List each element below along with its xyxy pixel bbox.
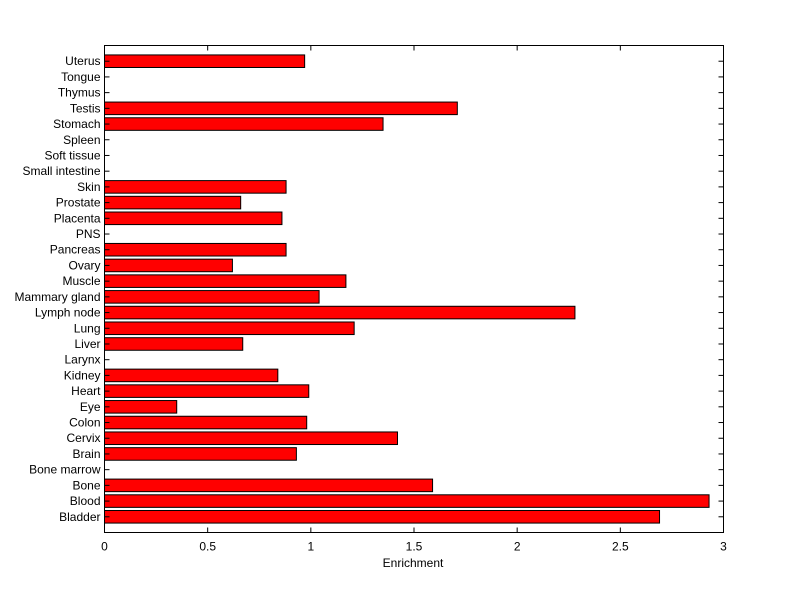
- y-tick-label: Placenta: [54, 211, 101, 225]
- x-tick-label: 1: [307, 540, 314, 554]
- x-tick-label: 1.5: [406, 540, 423, 554]
- y-tick-label: Bone marrow: [29, 463, 101, 477]
- y-tick-label: Kidney: [64, 368, 101, 382]
- bar-liver: [104, 337, 244, 351]
- bar-mammary-gland: [104, 290, 320, 304]
- bar-cervix: [104, 431, 398, 446]
- x-axis: 0 0.5 1 1.5 2 2.5 3: [101, 45, 727, 554]
- bar-testis: [104, 101, 458, 116]
- y-tick-label: Spleen: [63, 133, 100, 147]
- y-tick-label: PNS: [76, 227, 101, 241]
- bar-bladder: [104, 510, 661, 524]
- x-tick-label: 2: [514, 540, 521, 554]
- y-tick-label: Testis: [70, 101, 101, 115]
- x-tick-label: 0.5: [199, 540, 216, 554]
- bar-ovary: [104, 258, 233, 273]
- x-axis-label: Enrichment: [383, 556, 444, 570]
- y-tick-label: Heart: [71, 384, 101, 398]
- y-tick-label: Small intestine: [22, 164, 100, 178]
- y-tick-label: Blood: [70, 494, 101, 508]
- y-tick-label: Skin: [77, 180, 100, 194]
- bar-prostate: [104, 195, 242, 210]
- bar-colon: [104, 415, 308, 430]
- y-tick-label: Thymus: [58, 86, 101, 100]
- y-tick-label: Eye: [80, 400, 101, 414]
- bar-heart: [104, 384, 310, 398]
- bar-pancreas: [104, 242, 287, 257]
- x-tick-label: 2.5: [612, 540, 629, 554]
- y-tick-label: Pancreas: [50, 243, 101, 257]
- y-tick-label: Stomach: [53, 117, 100, 131]
- y-tick-label: Soft tissue: [44, 148, 100, 162]
- bar-placenta: [104, 211, 283, 226]
- y-tick-label: Mammary gland: [14, 290, 100, 304]
- y-tick-label: Liver: [74, 337, 100, 351]
- y-tick-label: Lymph node: [35, 306, 101, 320]
- y-tick-label: Prostate: [56, 196, 101, 210]
- y-tick-label: Tongue: [61, 70, 101, 84]
- y-tick-label: Larynx: [64, 353, 100, 367]
- y-tick-label: Colon: [69, 416, 100, 430]
- bar-stomach: [104, 117, 384, 131]
- bar-eye: [104, 400, 178, 414]
- bar-brain: [104, 447, 297, 461]
- bar-lymph-node: [104, 305, 576, 320]
- bar-bone: [104, 478, 434, 493]
- x-tick-label: 0: [101, 540, 108, 554]
- y-tick-label: Uterus: [65, 54, 100, 68]
- bar-kidney: [104, 368, 279, 383]
- bars-group: [104, 54, 710, 524]
- bar-blood: [104, 494, 710, 508]
- y-tick-label: Ovary: [68, 258, 100, 272]
- bar-uterus: [104, 54, 306, 68]
- bar-muscle: [104, 274, 347, 288]
- y-tick-label: Muscle: [62, 274, 100, 288]
- y-tick-label: Lung: [74, 321, 101, 335]
- x-tick-label: 3: [720, 540, 727, 554]
- bar-lung: [104, 321, 355, 336]
- bar-skin: [104, 180, 287, 194]
- y-tick-label: Bone: [72, 478, 100, 492]
- y-tick-label: Brain: [72, 447, 100, 461]
- y-tick-label: Cervix: [66, 431, 100, 445]
- y-tick-label: Bladder: [59, 510, 100, 524]
